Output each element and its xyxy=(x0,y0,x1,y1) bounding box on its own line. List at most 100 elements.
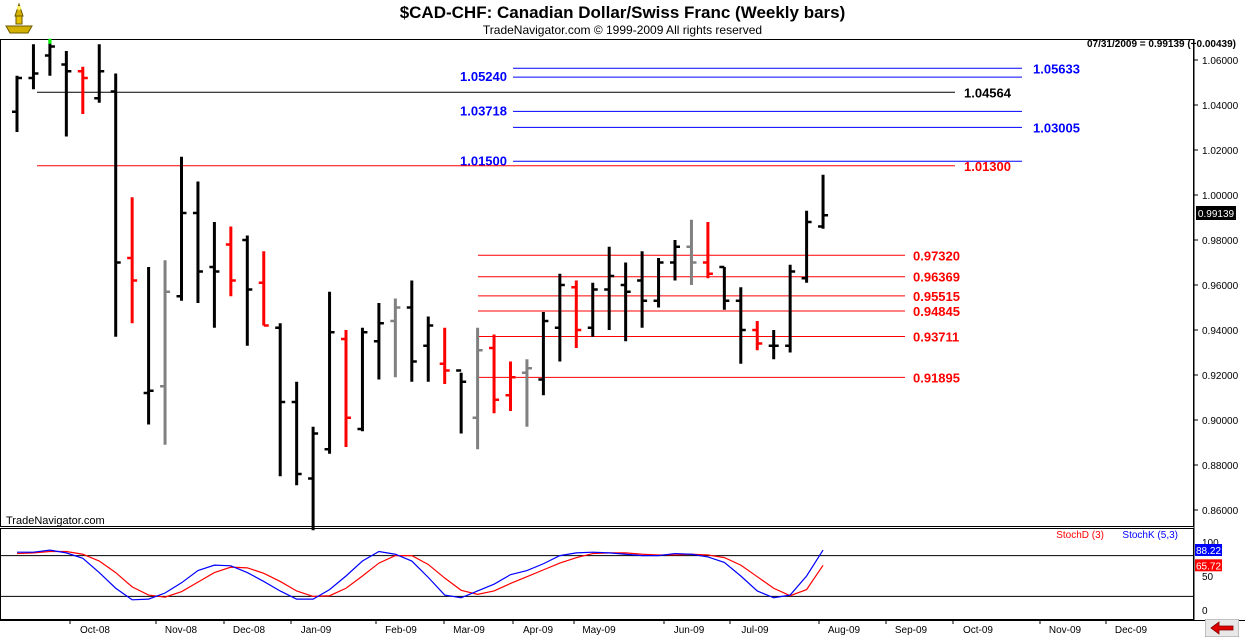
time-tick-label: Sep-09 xyxy=(895,625,928,636)
ohlc-bar xyxy=(275,323,286,477)
ohlc-bar xyxy=(604,246,615,330)
levels-group: 1.05633 1.05240 1.04564 1.03718 1.03005 1.015… xyxy=(37,61,1080,385)
ohlc-bar xyxy=(752,321,763,351)
level-label: 1.01300 xyxy=(964,159,1011,174)
ohlc-bar xyxy=(341,330,351,447)
ohlc-bar xyxy=(291,381,302,486)
time-tick-label: Jul-09 xyxy=(741,625,769,636)
ohlc-bar xyxy=(637,251,648,328)
ohlc-bar xyxy=(538,312,549,396)
time-tick-label: Oct-09 xyxy=(963,625,993,636)
ohlc-bar xyxy=(192,181,203,303)
time-tick-label: Feb-09 xyxy=(385,625,417,636)
ohlc-bar xyxy=(390,298,401,378)
price-box-bg xyxy=(1196,206,1236,220)
price-axis-group: 1.06000 1.04000 1.02000 1.00000 0.98000 0.960… xyxy=(1194,56,1239,517)
level-label: 0.91895 xyxy=(913,370,960,385)
stoch-legend-d: StochD (3) xyxy=(1056,530,1104,541)
stoch-value-box xyxy=(1195,544,1222,557)
level-label: 1.03718 xyxy=(460,103,507,118)
ohlc-bar xyxy=(357,327,368,432)
price-tick-label: 1.04000 xyxy=(1202,101,1239,112)
trade-navigator-logo-icon[interactable] xyxy=(2,2,36,36)
ohlc-bars-group xyxy=(12,38,829,531)
stoch-value-label: 65.72 xyxy=(1196,561,1221,572)
ohlc-bar xyxy=(801,210,812,283)
level-label: 1.03005 xyxy=(1033,120,1080,135)
ohlc-bar xyxy=(127,197,138,324)
price-tick-label: 0.92000 xyxy=(1202,371,1239,382)
stoch-tick-label: 50 xyxy=(1202,572,1214,583)
level-label: 0.97320 xyxy=(913,248,960,263)
time-tick-label: Jan-09 xyxy=(301,625,332,636)
ohlc-bar xyxy=(77,66,88,114)
signal-marker xyxy=(48,38,52,44)
ohlc-bar xyxy=(406,280,417,382)
time-tick-label: May-09 xyxy=(582,625,616,636)
ohlc-bar xyxy=(521,359,532,427)
stoch-value-box xyxy=(1195,559,1222,572)
stoch-line xyxy=(17,549,824,601)
ohlc-bar xyxy=(818,174,829,229)
price-tick-label: 0.86000 xyxy=(1202,506,1239,517)
ohlc-bar xyxy=(768,330,779,360)
ohlc-bar xyxy=(258,251,269,327)
price-tick-label: 1.06000 xyxy=(1202,56,1239,67)
ohlc-bar xyxy=(225,226,236,297)
ohlc-bar xyxy=(143,267,154,425)
stoch-panel-frame xyxy=(0,528,1194,620)
ohlc-bar xyxy=(308,426,319,531)
stoch-tick-label: 0 xyxy=(1202,606,1208,617)
ohlc-bar xyxy=(719,265,730,310)
ohlc-bar xyxy=(554,273,565,362)
ohlc-bar xyxy=(28,44,39,90)
time-tick-label: Dec-08 xyxy=(233,625,266,636)
red-left-arrow-icon[interactable] xyxy=(1205,619,1239,637)
ohlc-bar xyxy=(587,282,598,337)
price-tick-label: 1.02000 xyxy=(1202,146,1239,157)
time-tick-label: Dec-09 xyxy=(1115,625,1148,636)
level-label: 1.01500 xyxy=(460,153,507,168)
stoch-group: 100 50 0 StochD (3) StochK (5,3) 88.22 65.72 xyxy=(1,530,1222,617)
level-label: 1.05240 xyxy=(460,69,507,84)
level-label: 1.05633 xyxy=(1033,61,1080,76)
price-tick-label: 0.88000 xyxy=(1202,461,1239,472)
price-tick-label: 0.96000 xyxy=(1202,281,1239,292)
time-tick-label: Jun-09 xyxy=(674,625,705,636)
stoch-tick-label: 100 xyxy=(1202,538,1219,549)
price-box-text: 0.99139 xyxy=(1198,209,1235,220)
ohlc-bar xyxy=(209,222,220,328)
time-tick-label: Nov-08 xyxy=(165,625,198,636)
ohlc-bar xyxy=(670,240,680,281)
stoch-legend-k: StochK (5,3) xyxy=(1122,530,1178,541)
level-label: 0.93711 xyxy=(913,330,959,345)
ohlc-bar xyxy=(176,156,187,301)
time-tick-label: Nov-09 xyxy=(1049,625,1082,636)
level-label: 0.94845 xyxy=(913,304,960,319)
ohlc-bar xyxy=(160,260,171,445)
ohlc-bar xyxy=(489,334,500,414)
level-label: 0.96369 xyxy=(913,270,960,285)
ohlc-bar xyxy=(44,39,55,76)
level-label: 1.04564 xyxy=(964,85,1012,100)
price-tick-label: 1.00000 xyxy=(1202,191,1239,202)
ohlc-bar xyxy=(620,262,631,342)
ohlc-bar xyxy=(61,51,72,137)
time-tick-label: Mar-09 xyxy=(453,625,485,636)
time-tick-label: Apr-09 xyxy=(523,625,553,636)
ohlc-bar xyxy=(439,327,450,384)
watermark-text: TradeNavigator.com xyxy=(6,515,105,527)
stoch-value-label: 88.22 xyxy=(1196,546,1221,557)
chart-copyright: TradeNavigator.com © 1999-2009 All right… xyxy=(482,23,763,37)
ohlc-bar xyxy=(423,316,434,382)
ohlc-bar xyxy=(735,287,746,364)
ohlc-bar xyxy=(110,73,121,337)
price-tick-label: 0.98000 xyxy=(1202,236,1239,247)
ohlc-bar xyxy=(12,75,22,132)
ohlc-bar xyxy=(505,361,516,411)
ohlc-bar xyxy=(456,369,467,434)
ohlc-bar xyxy=(94,44,105,103)
ohlc-bar xyxy=(785,264,796,353)
